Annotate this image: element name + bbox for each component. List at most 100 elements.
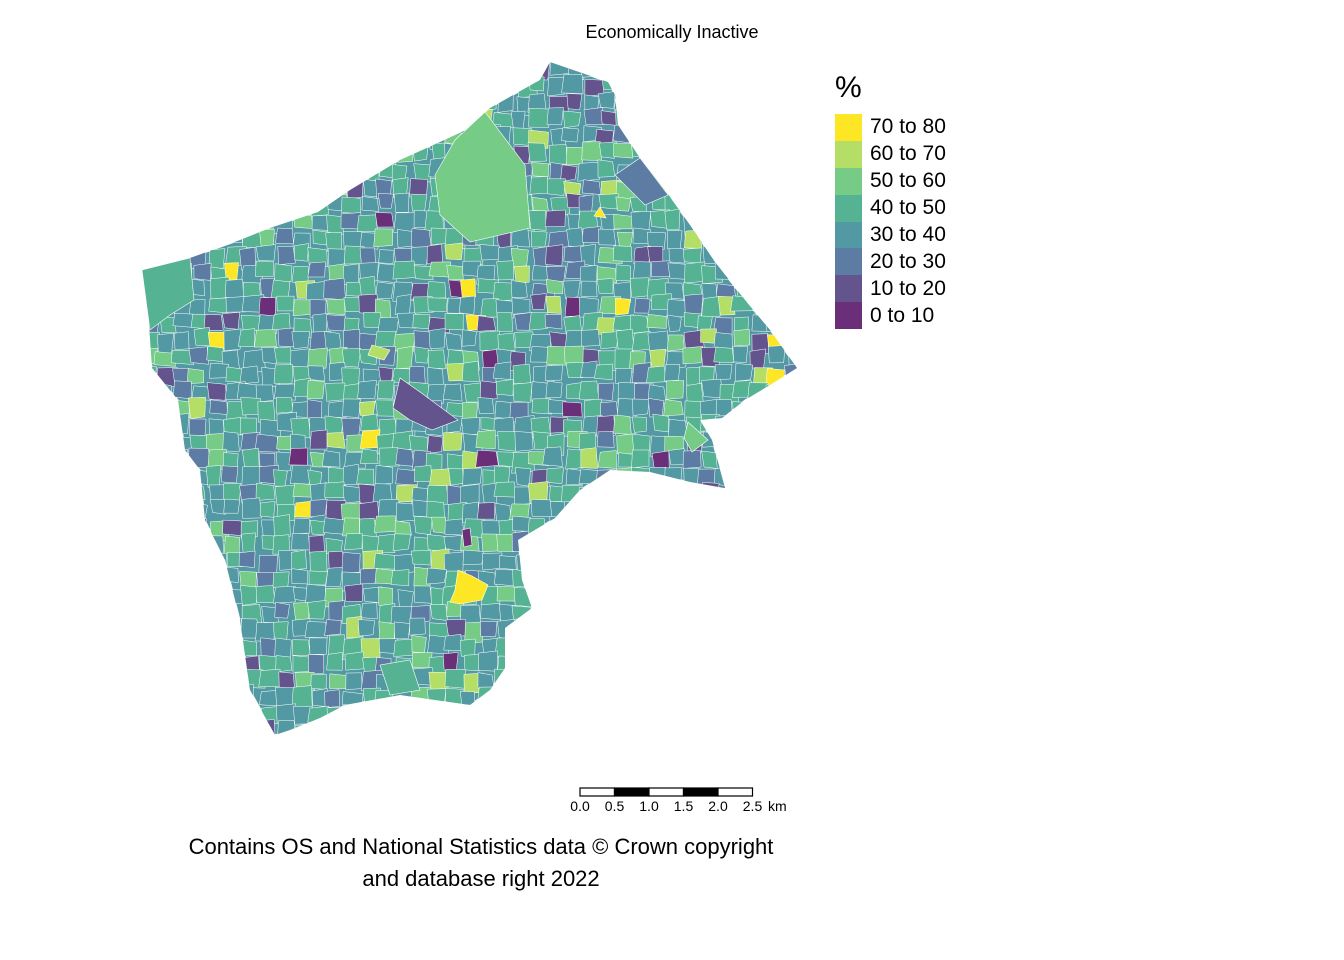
map-cell [411, 74, 429, 97]
map-cell [732, 180, 756, 197]
area-north-green [434, 111, 531, 243]
legend-swatch [835, 302, 862, 330]
map-cell [545, 638, 566, 659]
map-cell [191, 208, 208, 227]
map-cell [189, 548, 211, 573]
map-cell [652, 685, 670, 706]
map-cell [594, 363, 613, 381]
map-cell [527, 518, 545, 539]
map-cell [511, 530, 529, 552]
map-cell [561, 672, 577, 688]
map-cell [172, 78, 188, 97]
map-cell [192, 601, 211, 620]
map-cell [308, 654, 325, 675]
map-cell [426, 243, 444, 265]
map-cell [630, 314, 650, 334]
map-cell [171, 413, 190, 435]
map-cell [273, 159, 293, 181]
map-cell [323, 91, 341, 108]
map-cell [632, 398, 650, 416]
map-cell [618, 620, 637, 639]
map-cell [310, 482, 327, 502]
map-cell [635, 519, 654, 537]
map-cell [545, 550, 567, 571]
map-cell [154, 569, 175, 591]
map-cell [242, 447, 260, 469]
map-cell [496, 312, 513, 332]
map-cell [462, 549, 485, 565]
map-cell [391, 93, 411, 114]
map-cell [663, 399, 684, 417]
map-cell [737, 73, 754, 92]
map-cell [613, 551, 636, 572]
map-cell [532, 601, 553, 621]
map-cell [307, 365, 326, 382]
map-cell [361, 79, 382, 96]
map-cell [193, 618, 209, 639]
map-cell [647, 231, 667, 251]
map-cell [702, 246, 723, 264]
map-cell [142, 73, 158, 91]
map-cell [767, 163, 789, 186]
map-cell [274, 125, 294, 146]
map-cell [240, 584, 259, 606]
map-cell [155, 76, 176, 93]
map-cell [259, 500, 276, 518]
map-cell [443, 634, 463, 651]
map-cell [291, 568, 308, 585]
map-cell [392, 533, 411, 552]
map-cell [291, 533, 311, 551]
area-east-green [683, 421, 709, 453]
map-cell [412, 313, 431, 330]
map-cell [189, 418, 207, 436]
map-cell [697, 667, 721, 691]
map-cell [601, 62, 622, 77]
map-cell [510, 110, 526, 131]
map-cell [256, 719, 276, 735]
map-cell [663, 705, 685, 728]
map-cell [311, 214, 329, 231]
map-cell [612, 245, 633, 262]
map-cell [426, 567, 448, 585]
map-cell [379, 447, 400, 467]
map-cell [560, 164, 578, 182]
map-cell [578, 380, 600, 401]
map-cell [377, 586, 393, 607]
map-cell [633, 724, 651, 735]
map-cell [273, 585, 296, 604]
map-cell [754, 93, 770, 112]
map-cell [544, 314, 563, 330]
map-cell [446, 76, 467, 94]
map-cell [323, 722, 341, 735]
map-cell [579, 652, 599, 672]
map-cell [241, 315, 261, 331]
map-cell [715, 619, 732, 638]
map-cell [630, 92, 654, 112]
map-cell [703, 568, 719, 588]
map-cell [686, 620, 703, 640]
map-cell [647, 330, 669, 353]
map-cell [531, 673, 552, 693]
map-cell [241, 144, 260, 163]
map-cell [582, 226, 601, 243]
map-cell [342, 263, 359, 286]
map-cell [156, 112, 174, 133]
map-cell [782, 129, 797, 147]
map-cell [750, 178, 772, 199]
map-cell [258, 668, 281, 688]
map-cell [377, 144, 393, 164]
map-cell [290, 110, 306, 128]
map-cell [767, 702, 786, 722]
map-cell [377, 193, 394, 209]
map-cell [748, 452, 767, 471]
map-cell [258, 297, 276, 317]
map-cell [718, 226, 737, 249]
map-cell [475, 429, 496, 450]
map-cell [614, 62, 634, 82]
map-cell [769, 107, 786, 128]
map-cell [511, 708, 530, 729]
map-cell [208, 418, 225, 435]
map-cell [735, 161, 760, 184]
map-cell [581, 567, 605, 584]
map-cell [378, 249, 395, 264]
